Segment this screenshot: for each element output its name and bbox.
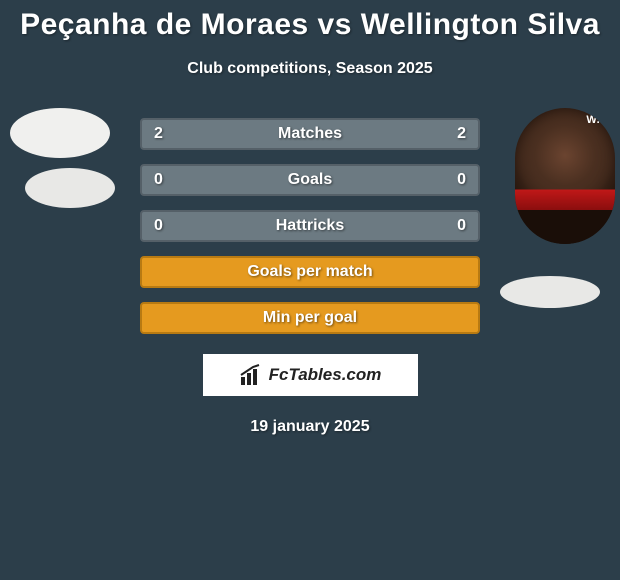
stat-left-value: 0	[154, 171, 163, 189]
player-right-avatar-tag: W.FI	[586, 114, 611, 126]
stat-label: Goals per match	[247, 263, 372, 281]
stat-row-goals: 0 Goals 0	[140, 164, 480, 196]
stat-row-hattricks: 0 Hattricks 0	[140, 210, 480, 242]
stat-right-value: 0	[457, 171, 466, 189]
stat-right-value: 2	[457, 125, 466, 143]
player-right-chip	[500, 276, 600, 308]
stat-left-value: 2	[154, 125, 163, 143]
player-left-avatar-shape-1	[10, 108, 110, 158]
player-right-avatar: W.FI	[515, 108, 615, 244]
stat-row-gpm: Goals per match	[140, 256, 480, 288]
stat-row-matches: 2 Matches 2	[140, 118, 480, 150]
stat-label: Min per goal	[263, 309, 357, 327]
stat-right-value: 0	[457, 217, 466, 235]
player-left-avatar-shape-2	[25, 168, 115, 208]
stat-label: Matches	[278, 125, 342, 143]
page-title: Peçanha de Moraes vs Wellington Silva	[0, 0, 620, 42]
player-right-avatar-img	[515, 108, 615, 244]
logo-box: FcTables.com	[203, 354, 418, 396]
date-text: 19 january 2025	[0, 418, 620, 436]
stat-rows: 2 Matches 2 0 Goals 0 0 Hattricks 0 Goal…	[140, 118, 480, 334]
stat-label: Goals	[288, 171, 332, 189]
logo-text: FcTables.com	[269, 365, 382, 385]
subtitle: Club competitions, Season 2025	[0, 60, 620, 78]
comparison-panel: W.FI 2 Matches 2 0 Goals 0 0 Hattricks 0…	[0, 118, 620, 436]
stat-left-value: 0	[154, 217, 163, 235]
stat-row-mpg: Min per goal	[140, 302, 480, 334]
stat-label: Hattricks	[276, 217, 344, 235]
bar-chart-icon	[239, 363, 263, 387]
